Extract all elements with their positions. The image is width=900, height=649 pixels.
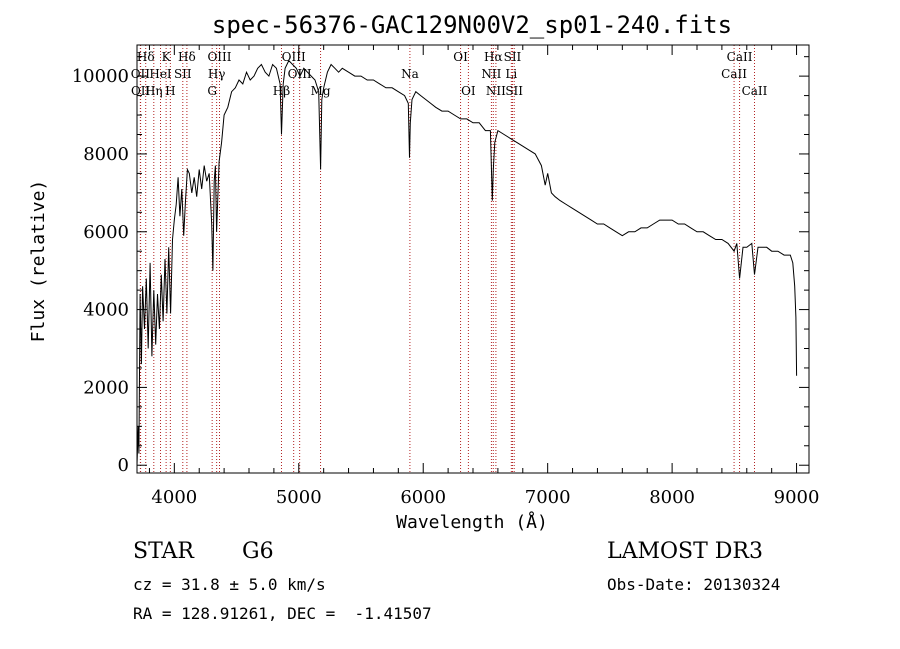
y-axis-ticks: 0 2000 4000 6000 8000 10000	[72, 56, 809, 476]
spectral-line-label: CaII	[721, 67, 747, 81]
spectral-line-label: Hδ	[137, 50, 155, 64]
spectrum-series-line	[136, 59, 798, 466]
ra-dec-coordinates: RA = 128.91261, DEC = -1.41507	[133, 604, 432, 623]
spectral-line-label: Hη	[145, 84, 163, 98]
spectral-line-label: SII	[505, 84, 523, 98]
spectral-line-label: OIII	[207, 50, 231, 64]
object-class: STAR	[133, 539, 194, 564]
x-tick-label: 9000	[774, 487, 820, 508]
object-subclass: G6	[242, 539, 274, 564]
plot-frame	[136, 44, 810, 474]
y-axis-title: Flux (relative)	[28, 180, 49, 343]
spectral-line-label: Hγ	[208, 67, 226, 81]
x-tick-label: 5000	[276, 487, 322, 508]
y-tick-label: 2000	[83, 377, 129, 398]
redshift-cz: cz = 31.8 ± 5.0 km/s	[133, 575, 326, 594]
spectral-line-label: CaII	[727, 50, 753, 64]
spectral-line-label: NII	[481, 67, 501, 81]
spectral-line-label: HeI	[149, 67, 172, 81]
spectral-line-label: Na	[401, 67, 419, 81]
spectral-line-label: OII	[131, 84, 151, 98]
spectral-line-label: OI	[453, 50, 468, 64]
y-tick-label: 4000	[83, 300, 129, 321]
spectral-line-label: CaII	[742, 84, 768, 98]
chart-title: spec-56376-GAC129N00V2_sp01-240.fits	[212, 11, 732, 39]
spectral-line-markers	[139, 45, 755, 473]
y-tick-label: 0	[118, 455, 129, 476]
survey-name: LAMOST DR3	[607, 539, 763, 564]
spectral-line-label: H	[165, 84, 175, 98]
spectral-line-label: OIII	[288, 67, 312, 81]
spectral-line-label: OI	[461, 84, 476, 98]
x-tick-label: 4000	[151, 487, 197, 508]
observation-date: Obs-Date: 20130324	[607, 575, 781, 594]
y-tick-label: 8000	[83, 144, 129, 165]
spectral-line-label: G	[207, 84, 217, 98]
y-tick-label: 6000	[83, 222, 129, 243]
spectral-line-label: Hα	[484, 50, 503, 64]
spectral-line-label: K	[162, 50, 172, 64]
spectral-line-label: Hδ	[178, 50, 196, 64]
spectral-line-label: Hβ	[273, 84, 290, 98]
y-tick-label: 10000	[72, 66, 129, 87]
x-tick-label: 8000	[649, 487, 695, 508]
x-tick-label: 6000	[400, 487, 446, 508]
x-axis-ticks: 4000 5000 6000 7000 8000 9000	[148, 45, 820, 508]
spectral-line-label: Li	[505, 67, 517, 81]
spectral-line-label: OIII	[282, 50, 306, 64]
x-axis-title: Wavelength (Å)	[396, 511, 548, 533]
x-tick-label: 7000	[525, 487, 571, 508]
spectral-line-label: NII	[486, 84, 506, 98]
spectral-line-label: SII	[174, 67, 192, 81]
spectral-line-label: Mg	[311, 84, 331, 98]
spectral-line-label: OII	[131, 67, 151, 81]
spectral-line-label: SII	[504, 50, 522, 64]
